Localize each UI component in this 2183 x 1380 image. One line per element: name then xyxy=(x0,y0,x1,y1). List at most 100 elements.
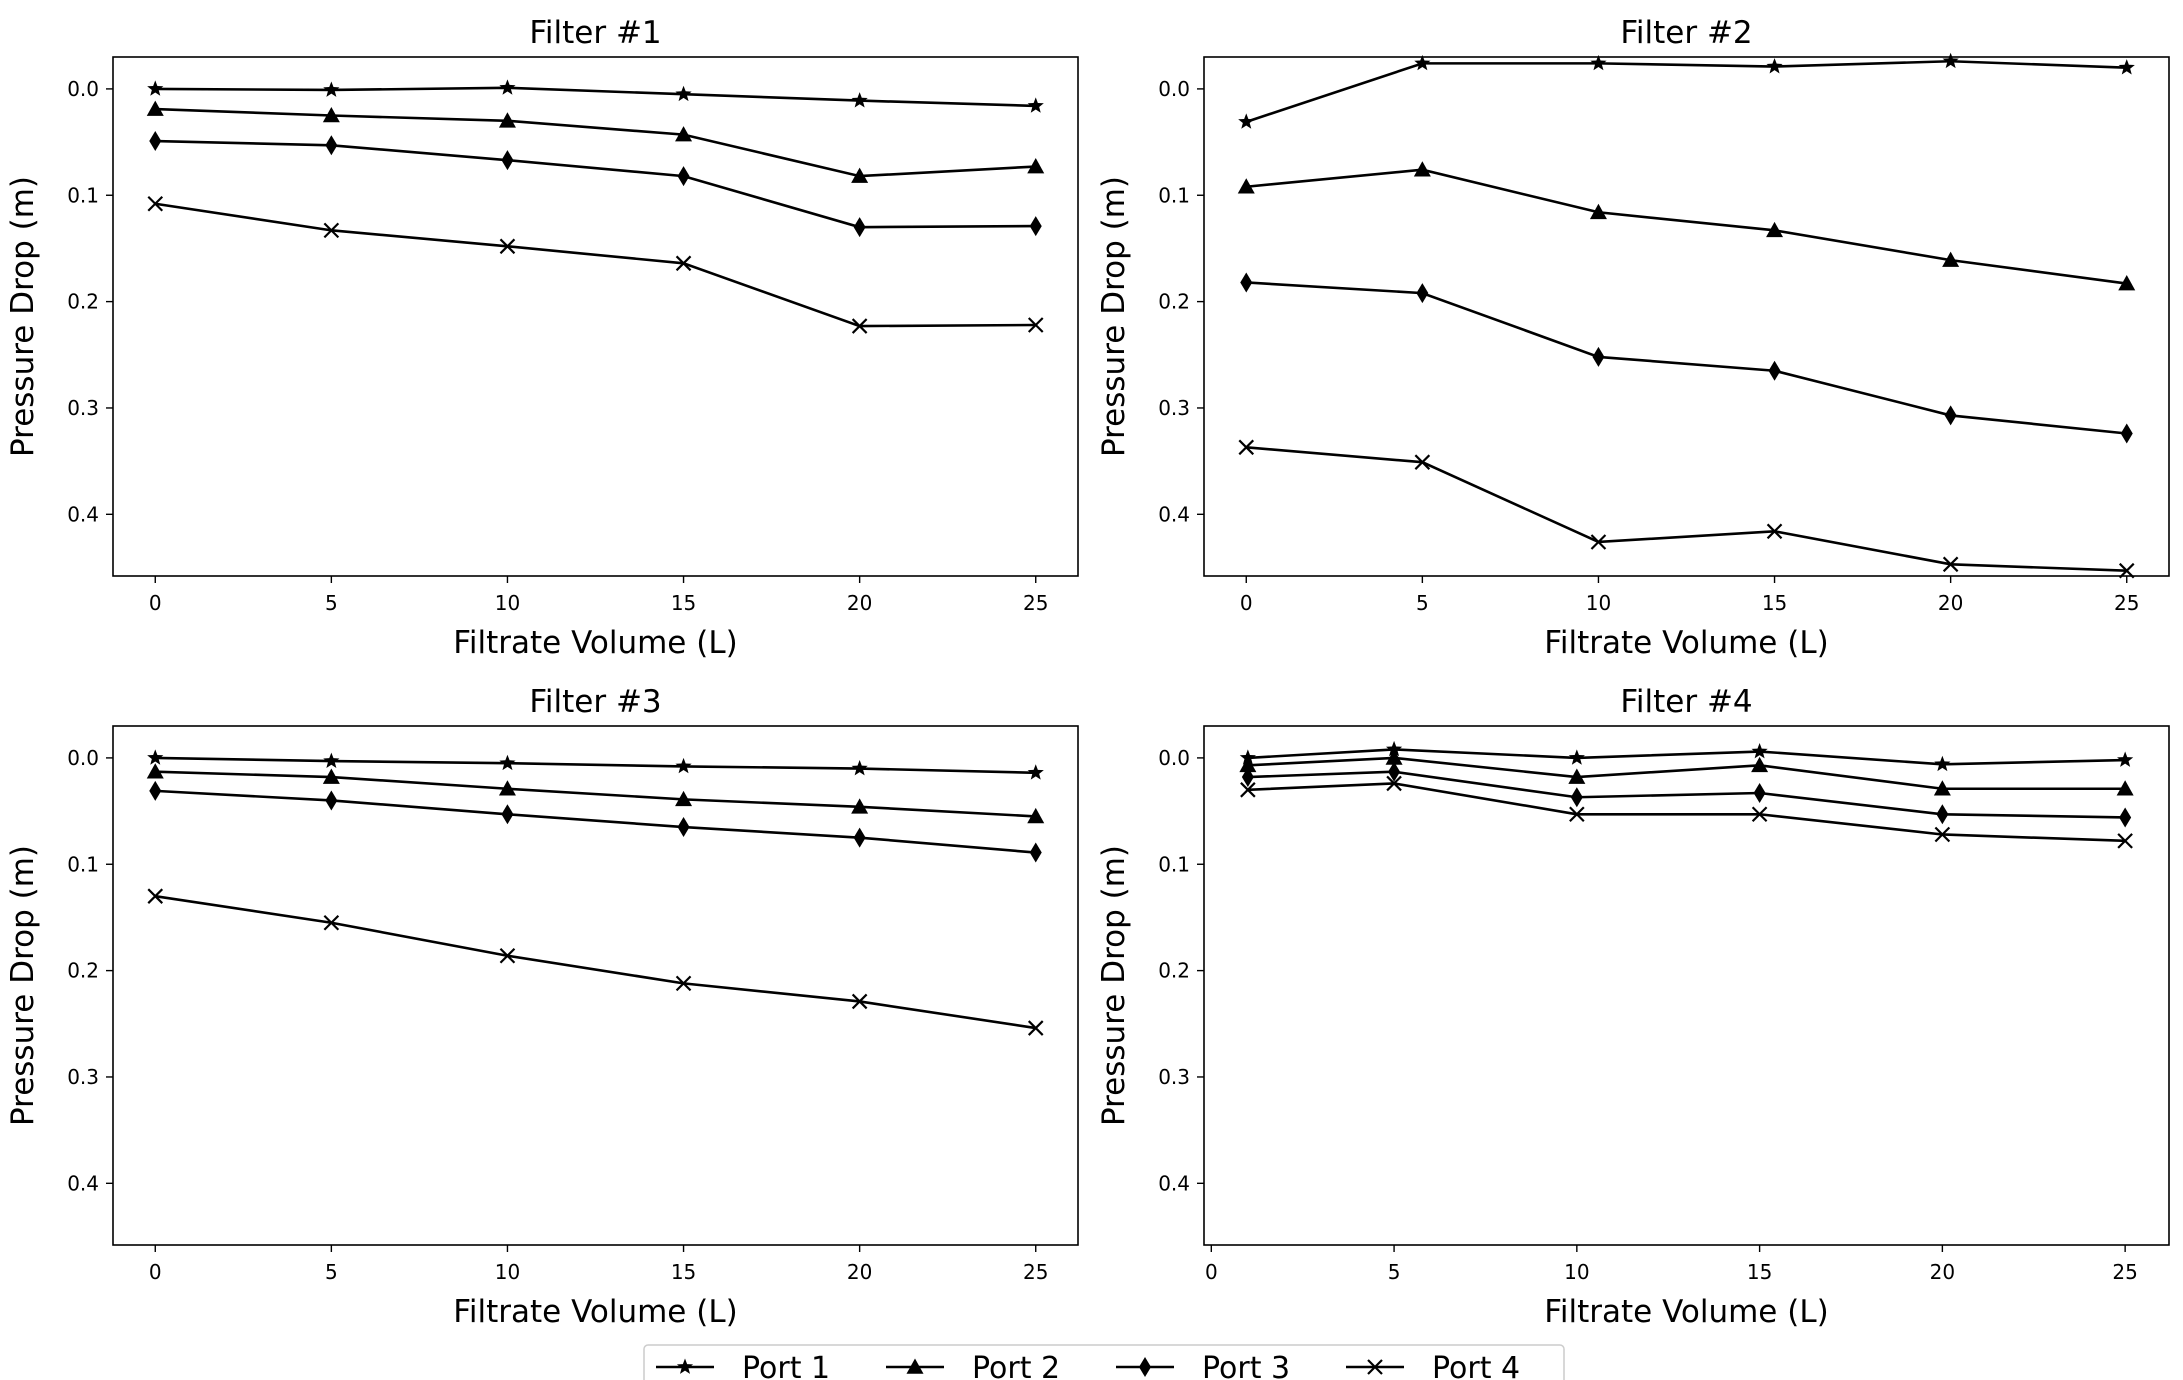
y-axis-label: Pressure Drop (m) xyxy=(5,176,41,457)
data-point xyxy=(323,752,340,768)
series-line xyxy=(1245,59,2127,124)
series-line xyxy=(1246,446,2127,572)
data-point xyxy=(851,167,869,183)
data-point xyxy=(2116,780,2134,796)
data-point xyxy=(499,947,516,964)
series-line xyxy=(155,202,1036,328)
data-point xyxy=(323,81,340,97)
x-tick-label: 25 xyxy=(2112,1260,2137,1284)
data-point xyxy=(675,255,692,272)
plot-frame xyxy=(1203,56,2170,577)
chart-panel-1: Filter #1 0 5 10 15 20 25 0.0 0.1 0.2 0.3 0.4 Filtra… xyxy=(5,15,1079,661)
data-point xyxy=(1568,768,1586,784)
data-point xyxy=(499,754,516,771)
chart-panel-4: Filter #4 0 5 10 15 20 25 0.0 0.1 0.2 0.3 0.4 Filtra… xyxy=(1096,684,2170,1330)
data-point xyxy=(853,217,866,238)
data-point xyxy=(322,106,340,123)
y-tick-label: 0.2 xyxy=(67,959,99,983)
series-port-2 xyxy=(146,100,1045,183)
data-point xyxy=(1590,54,1607,71)
legend-label: Port 1 xyxy=(742,1351,830,1380)
data-point xyxy=(1238,439,1255,456)
data-point xyxy=(1751,806,1768,823)
data-point xyxy=(1934,755,1951,772)
data-point xyxy=(1240,782,1256,798)
y-tick-label: 0.3 xyxy=(67,1065,99,1089)
data-point xyxy=(499,79,516,95)
data-point xyxy=(1751,743,1768,759)
plot-frame xyxy=(112,56,1079,577)
data-point xyxy=(323,222,340,239)
series-port-3 xyxy=(1241,761,2132,828)
chart-title: Filter #3 xyxy=(529,684,661,720)
x-tick-label: 10 xyxy=(495,1260,520,1284)
x-tick-label: 25 xyxy=(1023,1260,1048,1284)
series-line xyxy=(155,139,1036,229)
data-point xyxy=(1934,826,1951,843)
y-tick-label: 0.0 xyxy=(67,746,99,770)
x-axis-label: Filtrate Volume (L) xyxy=(453,625,737,661)
y-tick-label: 0.2 xyxy=(67,290,99,314)
x-tick-label: 0 xyxy=(149,1260,162,1284)
data-point xyxy=(1241,767,1254,788)
x-tick-label: 20 xyxy=(1930,1260,1955,1284)
data-point xyxy=(851,318,868,334)
data-point xyxy=(1590,534,1607,550)
data-point xyxy=(1027,807,1045,824)
x-tick-label: 5 xyxy=(1388,1260,1401,1284)
series-line xyxy=(1246,168,2127,285)
data-point xyxy=(2118,275,2136,291)
data-point xyxy=(1414,454,1431,470)
data-point xyxy=(1385,740,1403,757)
series-port-3 xyxy=(149,780,1042,863)
y-tick-label: 0.3 xyxy=(1158,396,1190,420)
x-tick-label: 20 xyxy=(847,591,872,615)
series-port-2 xyxy=(1239,749,2134,796)
series-port-4 xyxy=(147,888,1044,1036)
x-tick-label: 0 xyxy=(1205,1260,1218,1284)
data-point xyxy=(1768,360,1781,381)
x-axis-label: Filtrate Volume (L) xyxy=(1544,1294,1828,1330)
data-point xyxy=(498,780,516,796)
data-point xyxy=(1942,52,1959,69)
y-axis-label: Pressure Drop (m) xyxy=(1096,176,1132,457)
x-tick-label: 5 xyxy=(1416,591,1429,615)
data-point xyxy=(1936,804,1949,825)
series-port-4 xyxy=(147,195,1044,334)
series-line xyxy=(1247,756,2126,791)
data-point xyxy=(675,790,693,807)
data-point xyxy=(149,131,162,152)
data-point xyxy=(1027,317,1044,333)
data-point xyxy=(146,100,164,116)
chart-title: Filter #4 xyxy=(1620,684,1752,720)
series-port-2 xyxy=(146,763,1045,824)
data-point xyxy=(851,760,868,776)
y-tick-label: 0.0 xyxy=(1158,746,1190,770)
x-tick-label: 15 xyxy=(671,591,696,615)
legend-label: Port 4 xyxy=(1432,1351,1520,1380)
plot-frame xyxy=(112,725,1079,1246)
data-point xyxy=(1569,806,1585,823)
data-point xyxy=(1237,178,1255,194)
x-tick-label: 15 xyxy=(1762,591,1787,615)
x-tick-label: 5 xyxy=(325,591,338,615)
series-port-4 xyxy=(1238,439,2135,579)
data-point xyxy=(1568,749,1585,765)
x-axis-label: Filtrate Volume (L) xyxy=(453,1294,737,1330)
data-point xyxy=(1027,97,1044,113)
series-line xyxy=(1247,748,2126,766)
data-point xyxy=(322,768,340,784)
data-point xyxy=(1570,787,1583,808)
series-port-1 xyxy=(147,79,1044,113)
x-tick-label: 10 xyxy=(1586,591,1611,615)
series-port-1 xyxy=(1238,52,2135,129)
legend-marker xyxy=(676,1358,694,1374)
data-point xyxy=(2117,833,2133,849)
data-point xyxy=(147,80,164,96)
legend-marker xyxy=(906,1358,924,1374)
data-point xyxy=(1933,780,1951,796)
data-point xyxy=(1766,221,1784,238)
x-tick-label: 10 xyxy=(1564,1260,1589,1284)
y-tick-label: 0.2 xyxy=(1158,959,1190,983)
